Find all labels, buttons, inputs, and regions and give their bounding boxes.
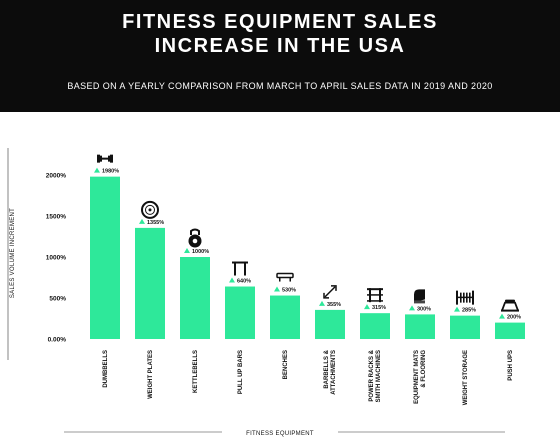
y-tick-label: 0.00% — [48, 337, 67, 344]
category-label: PULL UP BARS — [238, 350, 244, 394]
category-label: BENCHES — [283, 350, 289, 379]
data-label: 300% — [417, 306, 431, 312]
bar — [180, 257, 210, 339]
y-tick-label: 1500% — [46, 214, 66, 221]
data-label: 1980% — [102, 169, 119, 175]
value-marker-triangle — [454, 306, 460, 312]
x-axis-title: FITNESS EQUIPMENT — [246, 431, 314, 437]
value-marker-triangle — [184, 248, 190, 253]
value-marker-triangle — [364, 304, 370, 310]
value-marker-triangle — [499, 313, 505, 319]
kettlebell-icon — [188, 228, 202, 248]
dumbbell-icon — [97, 154, 113, 163]
weight-storage-icon — [456, 290, 474, 305]
bar — [270, 295, 300, 339]
bar — [360, 313, 390, 339]
data-label: 200% — [507, 315, 521, 321]
push-up-handle-icon — [501, 299, 519, 312]
value-marker-triangle — [274, 286, 280, 292]
data-label: 355% — [327, 302, 341, 308]
pull-up-bar-icon — [232, 261, 248, 276]
bar — [450, 315, 480, 339]
value-marker-triangle — [409, 305, 415, 311]
y-tick-label: 1000% — [46, 255, 66, 262]
data-label: 640% — [237, 279, 251, 285]
value-marker-triangle — [319, 300, 325, 306]
bar — [90, 176, 120, 339]
y-axis-title: SALES VOLUME INCREMENT — [10, 208, 16, 298]
y-tick-label: 2000% — [46, 173, 66, 180]
value-marker-triangle — [229, 277, 235, 283]
category-label: WEIGHT STORAGE — [463, 350, 469, 405]
data-label: 530% — [282, 288, 296, 294]
weight-plate-icon — [141, 200, 159, 219]
header-banner: FITNESS EQUIPMENT SALES INCREASE IN THE … — [0, 0, 560, 112]
bar — [495, 322, 525, 339]
power-rack-icon — [367, 288, 383, 303]
data-label: 1355% — [147, 220, 164, 226]
bar — [135, 227, 165, 339]
bar — [405, 314, 435, 339]
category-label: KETTLEBELLS — [193, 350, 199, 393]
bench-icon — [276, 272, 294, 282]
bar — [225, 286, 255, 339]
category-label: BARBELLS &ATTACHMENTS — [324, 349, 337, 394]
chart-title: FITNESS EQUIPMENT SALES INCREASE IN THE … — [122, 11, 438, 57]
value-marker-triangle — [139, 218, 145, 224]
bar — [315, 309, 345, 339]
category-label: WEIGHT PLATES — [148, 350, 154, 399]
mat-icon — [414, 289, 425, 304]
chart-subtitle: BASED ON A YEARLY COMPARISON FROM MARCH … — [67, 81, 493, 91]
data-label: 315% — [372, 305, 386, 311]
barbell-attachment-icon — [323, 285, 337, 299]
y-tick-label: 500% — [49, 296, 66, 303]
category-label: PUSH UPS — [508, 350, 514, 381]
data-label: 285% — [462, 308, 476, 314]
category-label: POWER RACKS &SMITH MACHINES — [369, 349, 382, 402]
category-label: EQUIPMENT MATS& FLOORING — [414, 350, 427, 404]
value-marker-triangle — [94, 167, 100, 173]
x-axis-title-bg — [222, 427, 338, 437]
category-label: DUMBBELLS — [103, 350, 109, 388]
data-label: 1000% — [192, 249, 209, 255]
